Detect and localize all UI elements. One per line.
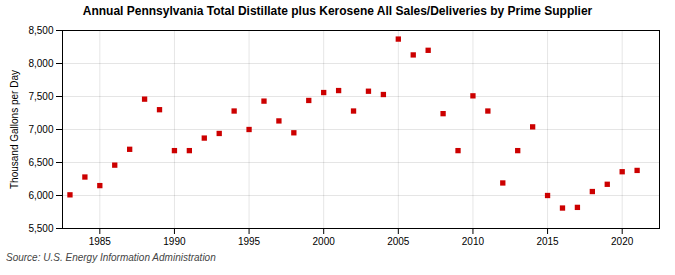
svg-text:2015: 2015	[536, 236, 559, 247]
svg-text:2020: 2020	[611, 236, 634, 247]
svg-text:1995: 1995	[238, 236, 261, 247]
svg-text:8,500: 8,500	[28, 25, 53, 36]
svg-text:6,500: 6,500	[28, 157, 53, 168]
svg-text:Thousand Gallons per Day: Thousand Gallons per Day	[9, 70, 20, 189]
svg-text:7,500: 7,500	[28, 91, 53, 102]
html-text:Annual Pennsylvania Total Dist: Annual Pennsylvania Total Distillate plu…	[82, 4, 593, 18]
svg-text:5,500: 5,500	[28, 223, 53, 234]
svg-text:2010: 2010	[462, 236, 485, 247]
svg-text:1990: 1990	[163, 236, 186, 247]
svg-text:6,000: 6,000	[28, 190, 53, 201]
svg-text:1985: 1985	[89, 236, 112, 247]
svg-text:2005: 2005	[387, 236, 410, 247]
html-text:Source: U.S. Energy Informatio: Source: U.S. Energy Information Administ…	[6, 252, 216, 263]
svg-text:8,000: 8,000	[28, 58, 53, 69]
svg-text:2000: 2000	[313, 236, 336, 247]
svg-text:7,000: 7,000	[28, 124, 53, 135]
